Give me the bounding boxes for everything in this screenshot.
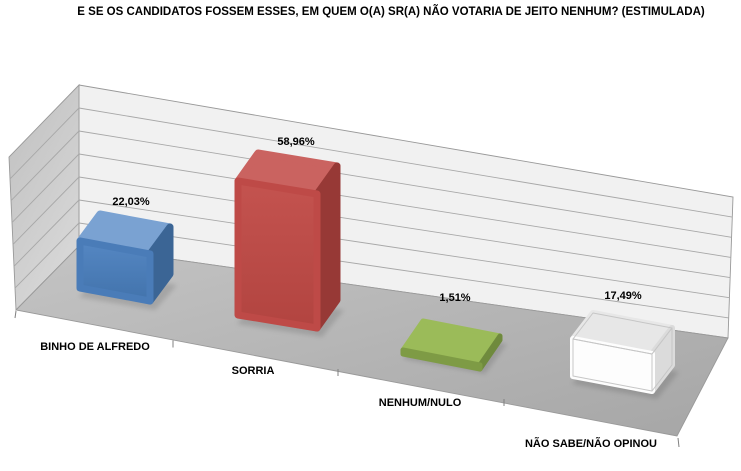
value-label-sorria: 58,96%: [277, 136, 315, 148]
category-label-nao-sabe-nao-opinou: NÃO SABE/NÃO OPINOU: [524, 438, 658, 450]
category-label-sorria: SORRIA: [231, 365, 275, 377]
value-label-binho-de-alfredo: 22,03%: [112, 196, 150, 208]
bar-nao-sabe-nao-opinou: [570, 310, 675, 394]
bar-front-face: [400, 347, 483, 372]
category-label-nenhum-nulo: NENHUM/NULO: [378, 397, 462, 409]
side-wall-gridlines: [9, 107, 80, 289]
bar-binho-de-alfredo: [76, 210, 174, 305]
category-label-binho-de-alfredo: BINHO DE ALFREDO: [40, 341, 150, 353]
bar-front-face: [76, 237, 154, 305]
floor: [15, 245, 729, 437]
bar-nenhum-nulo: [400, 318, 503, 372]
category-axis-ticks: [14, 310, 680, 448]
plot-area: [8, 83, 734, 448]
chart-title: E SE OS CANDIDATOS FOSSEM ESSES, EM QUEM…: [77, 6, 705, 18]
value-label-nenhum-nulo: 1,51%: [439, 292, 471, 304]
value-label-nao-sabe-nao-opinou: 17,49%: [604, 290, 642, 302]
bar-front-face: [234, 177, 321, 332]
back-wall-gridlines: [78, 107, 733, 319]
bar-sorria: [234, 149, 341, 332]
